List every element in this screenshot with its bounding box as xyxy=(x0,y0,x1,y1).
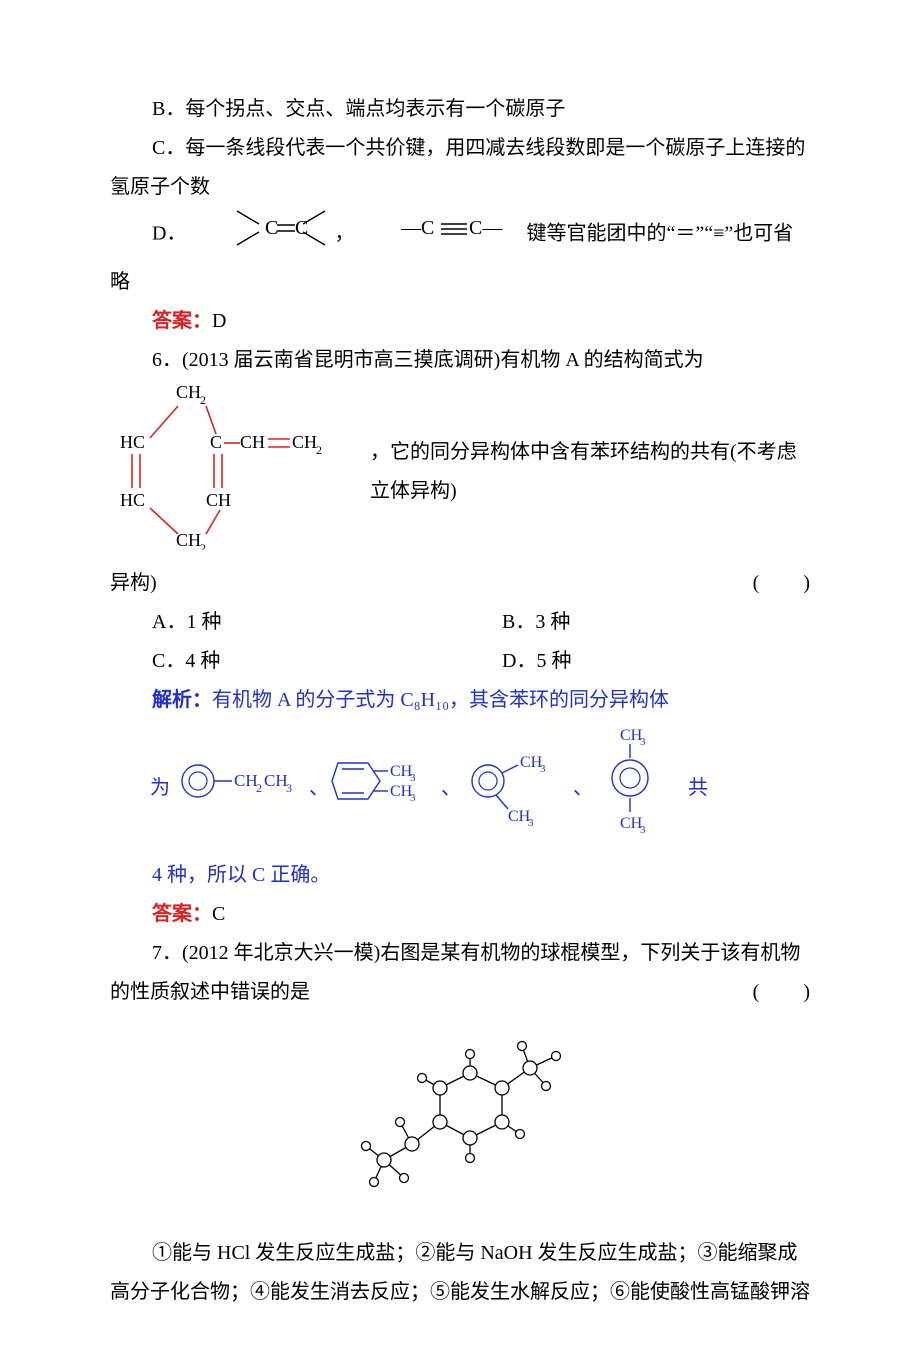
q5-option-c: C．每一条线段代表一个共价键，用四减去线段数即是一个碳原子上连接的氢原子个数 xyxy=(110,129,810,207)
page-container: B．每个拐点、交点、端点均表示有一个碳原子 C．每一条线段代表一个共价键，用四减… xyxy=(0,0,920,1372)
answer-label: 答案： xyxy=(152,310,212,332)
svg-text:CH: CH xyxy=(264,771,288,790)
q6-explain-line1: 解析：有机物 A 的分子式为 C₈H₁₀，其含苯环的同分异构体 xyxy=(110,681,810,720)
svg-text:CH: CH xyxy=(176,382,201,402)
q5-answer-value: D xyxy=(212,310,226,332)
explain-label: 解析： xyxy=(152,689,212,711)
svg-text:3: 3 xyxy=(528,817,534,827)
q5-option-d: D． C C ， —C C— xyxy=(110,207,810,302)
q5-option-b: B．每个拐点、交点、端点均表示有一个碳原子 xyxy=(110,90,810,129)
separator-3: 、 xyxy=(572,769,594,808)
q6-option-a: A．1 种 xyxy=(110,603,460,642)
svg-text:C—: C— xyxy=(469,217,503,239)
q6-explain-suffix: 共 xyxy=(688,769,708,808)
isomer-o-xylene-icon: CH3 CH3 xyxy=(330,749,440,827)
svg-text:3: 3 xyxy=(410,792,416,804)
q6-isomer-row: 为 CH2 CH3 、 CH3 CH xyxy=(110,726,810,850)
svg-text:CH: CH xyxy=(240,432,265,452)
svg-text:3: 3 xyxy=(540,763,546,775)
q6-option-d: D．5 种 xyxy=(460,642,810,681)
svg-text:HC: HC xyxy=(120,432,145,452)
q6-option-b: B．3 种 xyxy=(460,603,810,642)
ball-stick-model-icon xyxy=(330,1018,590,1232)
separator-1: 、 xyxy=(308,769,330,808)
svg-text:CH: CH xyxy=(206,490,231,510)
q6-trailing-paren-line: 异构)() xyxy=(110,564,810,603)
svg-text:—C: —C xyxy=(401,217,434,239)
q6-explain-tail1: 有机物 A 的分子式为 C₈H₁₀，其含苯环的同分异构体 xyxy=(212,689,669,711)
svg-text:CH: CH xyxy=(234,771,258,790)
svg-text:2: 2 xyxy=(200,541,206,550)
svg-text:HC: HC xyxy=(120,490,145,510)
q7-statement-list: ①能与 HCl 发生反应生成盐；②能与 NaOH 发生反应生成盐；③能缩聚成高分… xyxy=(110,1234,810,1312)
svg-text:2: 2 xyxy=(256,781,262,795)
isomer-ethylbenzene-icon: CH2 CH3 xyxy=(178,751,308,825)
svg-text:C: C xyxy=(265,217,278,239)
q5-option-d-mid: ， xyxy=(334,223,354,245)
q6-structure-row: CH2 HC C CH CH2 HC CH CH2 xyxy=(110,380,810,564)
svg-text:2: 2 xyxy=(316,443,322,457)
isomer-p-xylene-icon: CH3 CH3 xyxy=(594,726,674,850)
q6-answer-value: C xyxy=(212,903,225,925)
q6-explain-line3: 4 种，所以 C 正确。 xyxy=(110,856,810,895)
q5-option-d-prefix: D． xyxy=(152,223,186,245)
svg-text:CH: CH xyxy=(176,530,201,550)
q6-options-row2: C．4 种 D．5 种 xyxy=(110,642,810,681)
svg-text:C: C xyxy=(210,432,222,452)
q5-answer: 答案：D xyxy=(110,302,810,341)
q6-stem-after: ，它的同分异构体中含有苯环结构的共有(不考虑立体异构) xyxy=(370,433,810,511)
q6-structure-a-icon: CH2 HC C CH CH2 HC CH CH2 xyxy=(110,380,370,564)
svg-text:C: C xyxy=(295,217,308,239)
q6-answer: 答案：C xyxy=(110,895,810,934)
svg-text:3: 3 xyxy=(640,736,646,748)
q7-diagram-wrap xyxy=(110,1018,810,1232)
svg-text:2: 2 xyxy=(200,393,206,407)
q7-stem: 7．(2012 年北京大兴一模)右图是某有机物的球棍模型，下列关于该有机物的性质… xyxy=(110,934,810,1012)
svg-text:3: 3 xyxy=(286,781,292,795)
q6-stem-before: 6．(2013 届云南省昆明市高三摸底调研)有机物 A 的结构简式为 xyxy=(110,341,810,380)
svg-text:3: 3 xyxy=(640,824,646,836)
cc-triple-bond-icon: —C C— xyxy=(359,212,521,258)
svg-text:CH: CH xyxy=(292,432,317,452)
q6-options-row1: A．1 种 B．3 种 xyxy=(110,603,810,642)
separator-2: 、 xyxy=(440,769,462,808)
isomer-m-xylene-icon: CH3 CH3 xyxy=(462,735,572,841)
answer-label: 答案： xyxy=(152,903,212,925)
q7-stem-text: 7．(2012 年北京大兴一模)右图是某有机物的球棍模型，下列关于该有机物的性质… xyxy=(110,942,800,1003)
q6-explain-prefix: 为 xyxy=(150,769,170,808)
cc-double-bond-icon: C C xyxy=(191,207,329,263)
q6-option-c: C．4 种 xyxy=(110,642,460,681)
